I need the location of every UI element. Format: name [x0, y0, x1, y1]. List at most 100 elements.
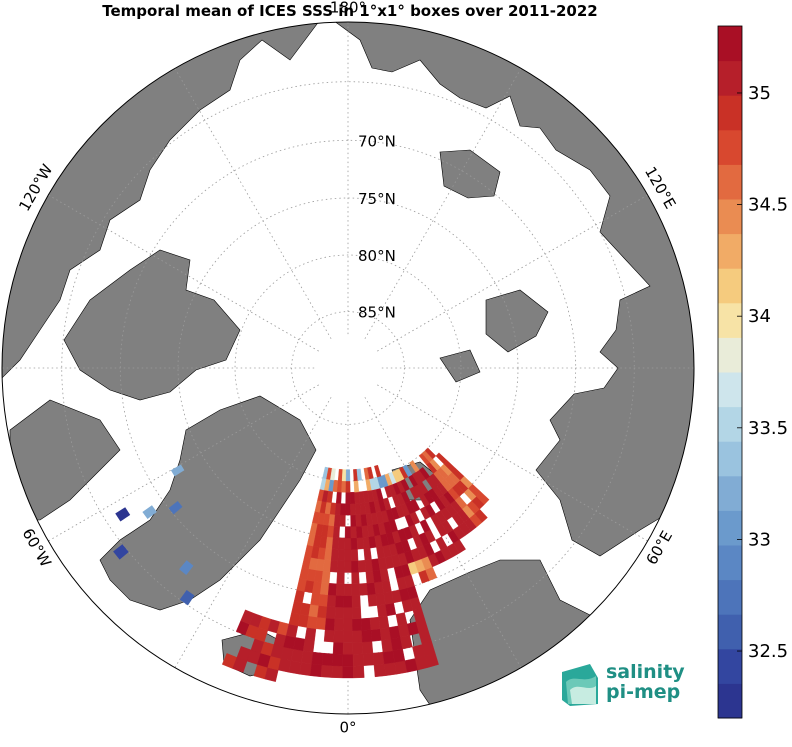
- salinity-cell: [337, 549, 346, 562]
- colorbar-swatch: [718, 545, 742, 581]
- map-boundary: [1, 21, 695, 715]
- salinity-cell: [308, 604, 320, 618]
- salinity-cell: [353, 480, 360, 493]
- salinity-data-cells: [113, 447, 490, 682]
- colorbar-tick-label: 33.5: [748, 418, 788, 439]
- colorbar-swatch: [718, 579, 742, 615]
- salinity-cell: [333, 630, 344, 643]
- salinity-cell: [332, 641, 344, 655]
- salinity-cell: [320, 582, 330, 596]
- salinity-cell: [343, 630, 353, 643]
- colorbar-swatch: [718, 372, 742, 408]
- lat-label-75: 75°N: [358, 190, 396, 208]
- colorbar-tick-label: 35: [748, 83, 771, 104]
- salinity-cell: [367, 593, 378, 607]
- salinity-cell: [369, 616, 381, 630]
- colorbar-swatch: [718, 60, 742, 96]
- salinity-cell: [113, 544, 129, 560]
- salinity-cell: [349, 491, 356, 504]
- salinity-cell: [352, 630, 363, 643]
- meridian-60: [377, 384, 669, 554]
- colorbar-tick-label: 34: [748, 306, 771, 327]
- salinity-cell: [435, 452, 448, 465]
- meridian-210: [162, 47, 332, 339]
- lat-label-85: 85°N: [358, 304, 396, 322]
- colorbar-tick-label: 34.5: [748, 195, 788, 216]
- salinity-cell: [329, 560, 339, 573]
- land-novaya-zemlya: [485, 289, 549, 353]
- colorbar-swatch: [718, 129, 742, 165]
- salinity-cell: [304, 627, 317, 641]
- colorbar-swatch: [718, 95, 742, 131]
- salinity-cell: [363, 547, 372, 561]
- land-canadian-archipelago: [63, 249, 241, 401]
- salinity-cell: [352, 665, 365, 679]
- meridian-330: [162, 397, 332, 689]
- salinity-cell: [392, 648, 406, 663]
- salinity-cell: [360, 617, 372, 631]
- map-title: Temporal mean of ICES SSS in 1°x1° boxes…: [102, 2, 598, 20]
- colorbar-swatch: [718, 406, 742, 442]
- salinity-cell: [310, 592, 321, 606]
- latitude-labels: 70°N 75°N 80°N 85°N: [358, 132, 396, 321]
- salinity-cell: [345, 503, 351, 516]
- salinity-cell: [331, 665, 344, 679]
- salinity-cell: [373, 663, 387, 678]
- salinity-cell: [342, 665, 354, 679]
- salinity-pi-mep-logo: salinity pi-mep: [558, 660, 698, 710]
- salinity-cell: [335, 491, 342, 504]
- salinity-cell: [344, 549, 352, 562]
- salinity-cell: [330, 468, 336, 481]
- colorbar-swatch: [718, 268, 742, 304]
- salinity-cell: [299, 662, 312, 676]
- salinity-cell: [337, 560, 345, 573]
- salinity-cell: [306, 615, 318, 629]
- salinity-cell: [325, 606, 336, 619]
- salinity-cell: [325, 536, 334, 550]
- salinity-cell: [311, 651, 324, 666]
- salinity-cell: [352, 618, 362, 631]
- salinity-cell: [320, 664, 333, 678]
- colorbar-tick-label: 33: [748, 529, 771, 550]
- salinity-cell: [359, 583, 369, 596]
- colorbar-swatch: [718, 614, 742, 650]
- colorbar-swatch: [718, 164, 742, 200]
- salinity-cell: [293, 637, 306, 651]
- salinity-cell: [341, 480, 347, 493]
- colorbar-swatch: [718, 648, 742, 684]
- salinity-cell: [321, 652, 334, 666]
- salinity-cell: [370, 628, 382, 642]
- salinity-cell: [350, 503, 356, 516]
- salinity-cell: [419, 467, 430, 480]
- lon-label-180: 180°: [330, 0, 366, 17]
- salinity-cell: [402, 464, 413, 478]
- salinity-cell: [326, 594, 337, 608]
- salinity-cell: [424, 447, 437, 460]
- salinity-cell: [351, 572, 360, 585]
- salinity-cell: [334, 502, 342, 516]
- parallel-80: [234, 254, 462, 482]
- meridian-300: [27, 384, 319, 554]
- meridian-240: [27, 182, 319, 352]
- salinity-cell: [115, 507, 131, 522]
- salinity-cell: [322, 559, 332, 572]
- salinity-cell: [179, 590, 195, 606]
- wave-logo-icon: [562, 664, 598, 706]
- salinity-cell: [318, 593, 329, 607]
- land-taymyr: [439, 149, 501, 199]
- salinity-cell: [356, 468, 362, 481]
- colorbar-frame: [717, 25, 743, 719]
- salinity-cell: [142, 505, 157, 520]
- salinity-cell: [340, 503, 346, 516]
- salinity-cell: [330, 548, 339, 561]
- salinity-cell: [345, 480, 351, 493]
- salinity-cell: [374, 464, 382, 478]
- salinity-cell: [321, 570, 331, 584]
- salinity-cell: [361, 629, 373, 643]
- salinity-cell: [327, 583, 337, 596]
- lon-label-0: 0°: [339, 719, 356, 737]
- colorbar-swatch: [718, 475, 742, 511]
- salinity-cell: [352, 653, 364, 667]
